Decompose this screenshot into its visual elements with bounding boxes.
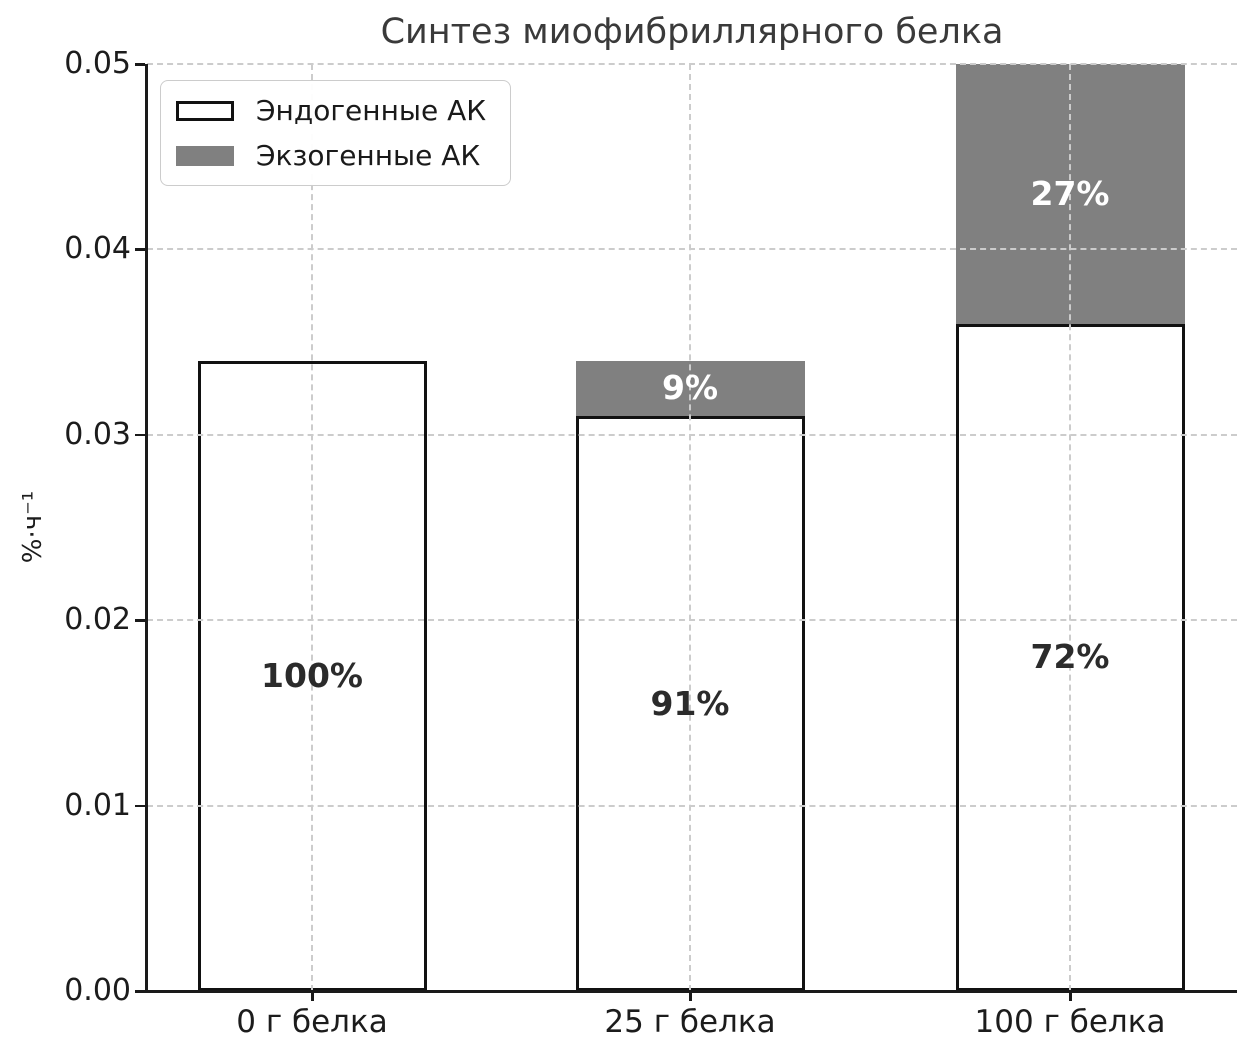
x-tick-label: 25 г белка [604,1004,776,1040]
legend-item-exogenous: Экзогенные АК [176,139,486,172]
y-tick-mark [135,433,145,437]
y-tick-mark [135,804,145,808]
vertical-gridline [311,64,313,991]
y-tick-label: 0.04 [64,231,131,267]
bar-value-label-endogenous: 91% [650,683,730,723]
y-axis-line [145,64,148,993]
horizontal-gridline [147,63,1237,65]
legend-label-exogenous: Экзогенные АК [256,139,481,172]
x-tick-mark [311,991,314,1001]
bar-value-label-exogenous: 27% [1030,173,1110,213]
y-tick-label: 0.05 [64,46,131,81]
y-tick-label: 0.02 [64,602,131,638]
vertical-gridline [689,64,691,991]
y-tick-mark [135,619,145,622]
legend-item-endogenous: Эндогенные АК [176,94,486,127]
y-tick-mark [135,990,145,993]
legend-label-endogenous: Эндогенные АК [256,94,487,127]
bar-value-label-endogenous: 100% [261,655,363,695]
x-tick-label: 0 г белка [236,1004,388,1040]
horizontal-gridline [147,804,1237,807]
x-tick-label: 100 г белка [974,1004,1166,1040]
horizontal-gridline [147,248,1237,251]
endogenous-swatch-icon [176,100,234,121]
legend: Эндогенные АК Экзогенные АК [160,80,512,186]
y-tick-mark [135,63,145,66]
x-tick-mark [1069,991,1072,1001]
horizontal-gridline [147,619,1237,622]
vertical-gridline [1069,64,1071,991]
y-tick-label: 0.03 [64,416,131,452]
y-tick-mark [135,248,145,251]
y-tick-label: 0.00 [64,973,131,1008]
x-tick-mark [689,991,692,1001]
exogenous-swatch-icon [176,145,234,166]
horizontal-gridline [147,433,1237,436]
chart-title: Синтез миофибриллярного белка [380,12,1004,52]
bar-value-label-endogenous: 72% [1030,637,1110,677]
y-tick-label: 0.01 [64,787,131,823]
bar-value-label-exogenous: 9% [661,368,719,408]
